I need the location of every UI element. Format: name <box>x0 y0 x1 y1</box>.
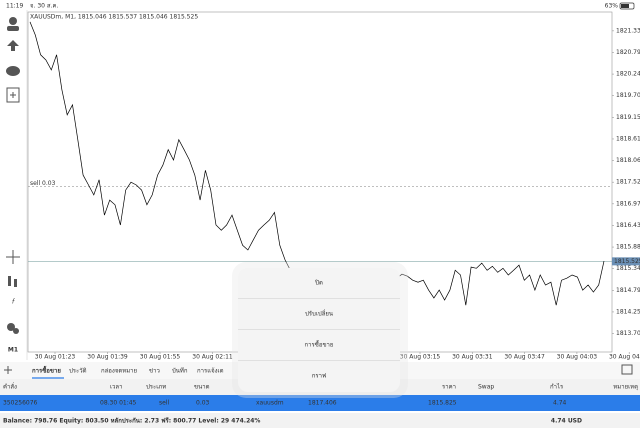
y-tick-label: 1819.155 <box>616 114 640 121</box>
column-header: Swap <box>478 384 494 391</box>
y-tick-label: 1821.335 <box>616 27 640 34</box>
x-tick-label: 30 Aug 04:03 <box>557 354 598 361</box>
candles-icon[interactable] <box>8 276 11 286</box>
popup-item[interactable]: ปรับเปลี่ยน <box>305 310 333 318</box>
candles-icon-2 <box>14 279 17 287</box>
summary: Balance: 798.76 Equity: 803.50 หลักประกั… <box>3 417 260 425</box>
chat-icon[interactable] <box>6 66 20 76</box>
timeframe[interactable]: M1 <box>8 347 18 354</box>
y-tick-label: 1815.885 <box>616 244 640 251</box>
x-tick-label: 30 Aug 01:55 <box>140 354 181 361</box>
column-header: ราคา <box>442 384 456 391</box>
account-icon-body <box>7 26 19 31</box>
trade-icon[interactable] <box>7 40 19 51</box>
y-tick-label: 1813.705 <box>616 330 640 337</box>
add-icon[interactable] <box>4 366 12 374</box>
column-header: เวลา <box>110 384 122 391</box>
status-time: 11:19 <box>6 3 23 10</box>
indicator-icon[interactable]: f <box>12 299 15 306</box>
selected-row[interactable] <box>0 395 640 411</box>
tab[interactable]: บันทึก <box>172 368 188 375</box>
cell: 1815.825 <box>428 400 457 407</box>
chart-header: XAUUSDm, M1, 1815.046 1815.537 1815.046 … <box>30 14 198 21</box>
new-icon-plus <box>10 92 16 98</box>
y-tick-label: 1820.245 <box>616 71 640 78</box>
y-tick-label: 1816.975 <box>616 200 640 207</box>
new-icon[interactable] <box>6 87 20 103</box>
x-tick-label: 30 Aug 03:31 <box>452 354 493 361</box>
bottom-area <box>0 428 640 447</box>
battery-icon <box>619 2 635 10</box>
toolbar: f <box>6 17 20 334</box>
y-tick-label: 1816.430 <box>616 222 640 229</box>
y-tick-label: 1817.520 <box>616 179 640 186</box>
status-battery: 63% <box>605 3 619 10</box>
y-tick-label: 1819.700 <box>616 92 640 99</box>
y-tick-label: 1818.065 <box>616 157 640 164</box>
bid-box <box>612 257 640 266</box>
tab[interactable]: กล่องจดหมาย <box>101 368 137 375</box>
tab[interactable]: การแจ้งเต <box>197 368 224 375</box>
status-date: จ. 30 ส.ค. <box>30 3 58 10</box>
crosshair-icon[interactable] <box>6 250 20 264</box>
summary-bar <box>0 413 640 428</box>
y-tick-label: 1814.795 <box>616 287 640 294</box>
cell: 350256076 <box>3 400 38 407</box>
order-line-label: sell 0.03 <box>30 180 56 187</box>
y-tick-label: 1818.610 <box>616 135 640 142</box>
objects-icon-2 <box>13 328 19 334</box>
battery-level <box>621 4 629 8</box>
x-tick-label: 30 Aug 03:15 <box>400 354 441 361</box>
tabs: การซื้อขาย ประวัติ กล่องจดหมาย ข่าว บันทึก กา… <box>32 365 224 379</box>
x-tick-label: 30 Aug 01:23 <box>35 354 76 361</box>
y-tick-label: 1814.250 <box>616 308 640 315</box>
cell: xauusdm <box>256 400 284 407</box>
column-header: คำสั่ง <box>3 383 17 391</box>
objects-icon[interactable] <box>7 323 15 331</box>
column-header: ขนาด <box>194 384 210 391</box>
x-tick-label: 30 Aug 03:47 <box>504 354 545 361</box>
cell: 1817.406 <box>308 400 337 407</box>
tab[interactable]: การซื้อขาย <box>32 365 61 375</box>
x-tick-label: 30 Aug 04:19 <box>609 354 640 361</box>
y-tick-label: 1815.340 <box>616 265 640 272</box>
tab[interactable]: ข่าว <box>149 368 160 375</box>
column-header: ประเภท <box>146 384 166 391</box>
export-icon[interactable] <box>621 364 633 375</box>
cell: 0.03 <box>196 400 210 407</box>
cell: sell <box>159 400 169 407</box>
popup-item[interactable]: ปิด <box>314 280 323 287</box>
column-header: หมายเหตุ <box>613 384 638 391</box>
table-row: 350256076 08.30 01:45 sell 0.03 xauusdm 1817.… <box>3 400 567 407</box>
x-tick-label: 30 Aug 01:39 <box>87 354 128 361</box>
popup-item[interactable]: กราฟ <box>312 373 326 380</box>
y-tick-label: 1820.790 <box>616 49 640 56</box>
popup <box>238 268 400 392</box>
account-icon[interactable] <box>9 17 17 25</box>
summary-profit: 4.74 USD <box>551 418 582 425</box>
cell: 08.30 01:45 <box>100 400 137 407</box>
column-header: กำไร <box>550 383 564 391</box>
x-tick-label: 30 Aug 02:11 <box>192 354 233 361</box>
popup-item[interactable]: การซื้อขาย <box>305 339 334 349</box>
bid-label: 1815.525 <box>614 258 640 265</box>
tab[interactable]: ประวัติ <box>69 368 87 375</box>
cell: 4.74 <box>553 400 567 407</box>
